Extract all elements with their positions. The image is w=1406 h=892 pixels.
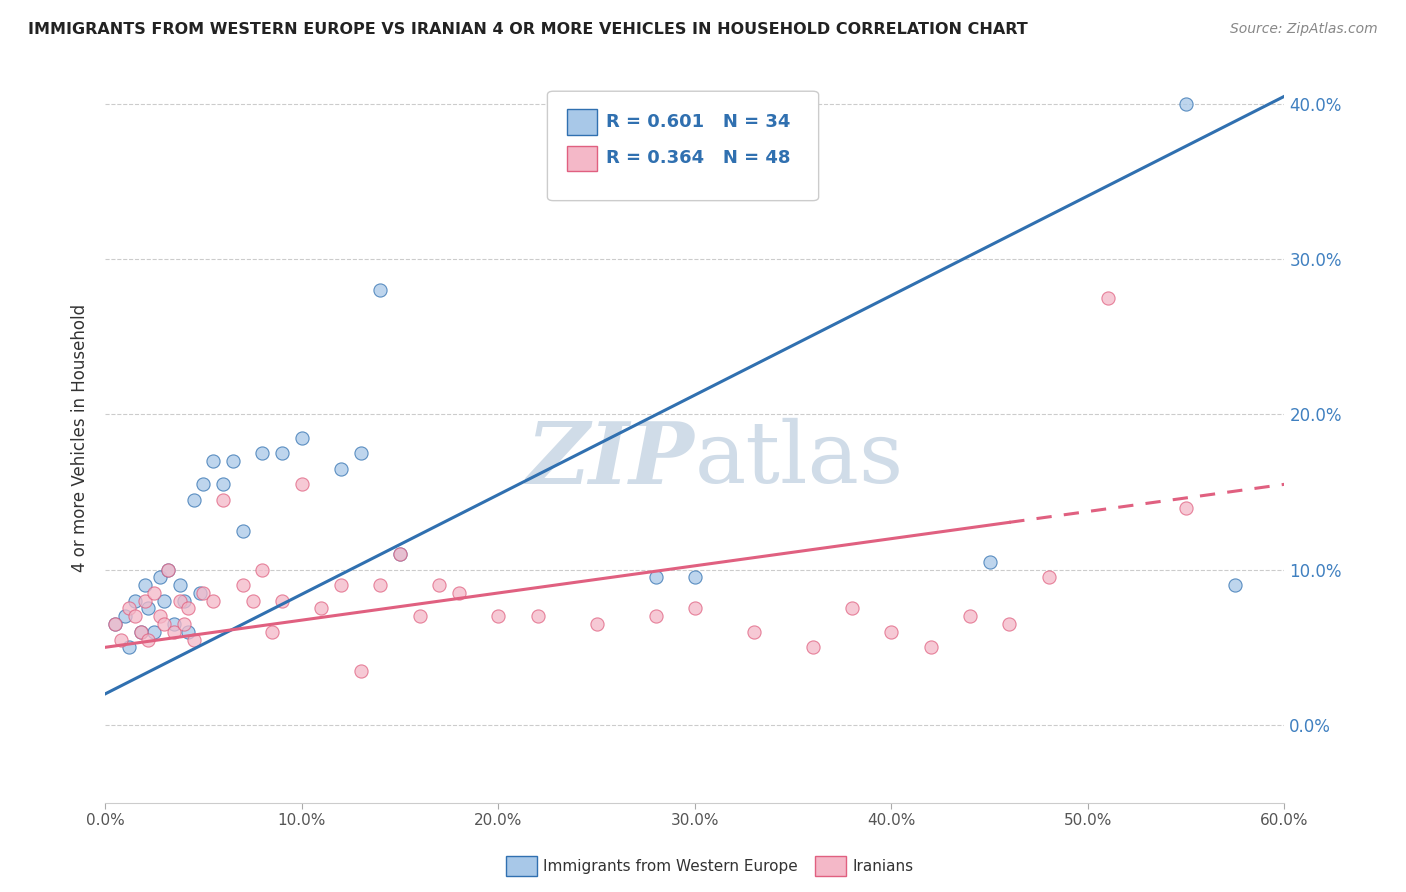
Point: [920, 640, 942, 655]
Point: [959, 609, 981, 624]
Text: Iranians: Iranians: [852, 859, 912, 873]
Point: [124, 593, 146, 607]
Point: [742, 624, 765, 639]
Point: [183, 492, 205, 507]
Point: [486, 609, 509, 624]
Point: [262, 624, 284, 639]
Text: atlas: atlas: [695, 418, 904, 501]
Point: [138, 632, 160, 647]
Point: [1097, 291, 1119, 305]
Text: R = 0.601   N = 34: R = 0.601 N = 34: [606, 113, 790, 131]
Point: [271, 593, 294, 607]
Text: Source: ZipAtlas.com: Source: ZipAtlas.com: [1230, 22, 1378, 37]
Point: [149, 609, 172, 624]
Point: [169, 593, 191, 607]
Text: Immigrants from Western Europe: Immigrants from Western Europe: [543, 859, 797, 873]
Point: [157, 563, 180, 577]
Point: [129, 624, 152, 639]
Point: [173, 593, 195, 607]
Point: [427, 578, 450, 592]
Point: [330, 462, 353, 476]
Point: [153, 593, 176, 607]
Point: [447, 586, 470, 600]
Point: [408, 609, 430, 624]
Point: [212, 477, 235, 491]
Point: [138, 601, 160, 615]
Point: [149, 570, 172, 584]
Point: [291, 431, 314, 445]
Point: [188, 586, 211, 600]
Point: [177, 624, 200, 639]
Point: [370, 283, 392, 297]
Point: [880, 624, 903, 639]
Point: [104, 617, 127, 632]
Point: [134, 578, 156, 592]
Point: [1175, 500, 1198, 515]
Point: [350, 664, 373, 678]
Point: [1038, 570, 1060, 584]
Point: [232, 578, 254, 592]
Point: [232, 524, 254, 538]
Point: [163, 617, 186, 632]
FancyBboxPatch shape: [568, 110, 598, 135]
Point: [644, 570, 666, 584]
Point: [644, 609, 666, 624]
Point: [526, 609, 548, 624]
Point: [163, 624, 186, 639]
Point: [153, 617, 176, 632]
Point: [389, 547, 412, 561]
Text: R = 0.364   N = 48: R = 0.364 N = 48: [606, 149, 792, 168]
Point: [330, 578, 353, 592]
Text: ZIP: ZIP: [527, 417, 695, 501]
Point: [124, 609, 146, 624]
Point: [801, 640, 824, 655]
Point: [157, 563, 180, 577]
Point: [1225, 578, 1247, 592]
Point: [202, 454, 225, 468]
Point: [104, 617, 127, 632]
Point: [311, 601, 333, 615]
Point: [683, 570, 706, 584]
Point: [389, 547, 412, 561]
Point: [129, 624, 152, 639]
Point: [252, 446, 274, 460]
Point: [370, 578, 392, 592]
Y-axis label: 4 or more Vehicles in Household: 4 or more Vehicles in Household: [72, 303, 89, 572]
Point: [169, 578, 191, 592]
FancyBboxPatch shape: [547, 91, 818, 201]
Point: [683, 601, 706, 615]
FancyBboxPatch shape: [568, 146, 598, 171]
Point: [252, 563, 274, 577]
Point: [222, 454, 245, 468]
Point: [177, 601, 200, 615]
Point: [350, 446, 373, 460]
Point: [271, 446, 294, 460]
Point: [841, 601, 863, 615]
Point: [118, 601, 141, 615]
Point: [143, 624, 166, 639]
Point: [193, 477, 215, 491]
Point: [183, 632, 205, 647]
Point: [212, 492, 235, 507]
Point: [242, 593, 264, 607]
Point: [998, 617, 1021, 632]
Point: [585, 617, 607, 632]
Point: [202, 593, 225, 607]
Point: [1175, 97, 1198, 112]
Point: [134, 593, 156, 607]
Point: [118, 640, 141, 655]
Point: [979, 555, 1001, 569]
Point: [173, 617, 195, 632]
Point: [193, 586, 215, 600]
Point: [114, 609, 136, 624]
Point: [291, 477, 314, 491]
Text: IMMIGRANTS FROM WESTERN EUROPE VS IRANIAN 4 OR MORE VEHICLES IN HOUSEHOLD CORREL: IMMIGRANTS FROM WESTERN EUROPE VS IRANIA…: [28, 22, 1028, 37]
Point: [143, 586, 166, 600]
Point: [110, 632, 132, 647]
